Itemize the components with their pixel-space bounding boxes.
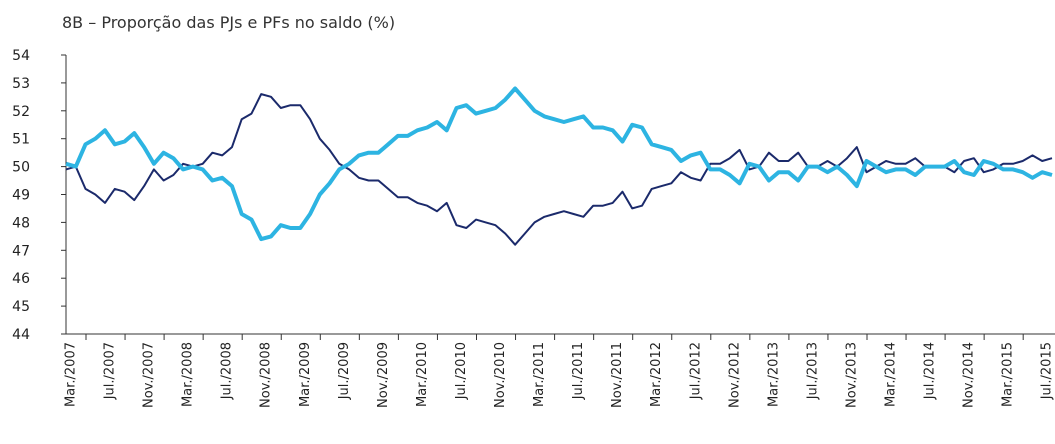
x-tick-label: Mar./2013 <box>766 342 781 407</box>
y-tick-label: 45 <box>12 299 30 315</box>
y-tick-label: 47 <box>12 243 30 259</box>
chart-title: 8B – Proporção das PJs e PFs no saldo (%… <box>62 13 395 32</box>
x-tick-label: Jul./2014 <box>923 342 938 400</box>
y-tick-label: 50 <box>12 160 30 176</box>
x-tick-label: Nov./2011 <box>610 342 625 408</box>
x-tick-label: Mar./2010 <box>415 342 430 407</box>
y-tick-label: 44 <box>12 327 30 343</box>
y-tick-label: 53 <box>12 76 30 92</box>
x-tick-label: Jul./2008 <box>220 342 235 400</box>
x-tick-label: Jul./2013 <box>805 342 820 400</box>
y-tick-label: 46 <box>12 271 30 287</box>
x-tick-label: Mar./2014 <box>884 342 899 407</box>
x-tick-label: Jul./2012 <box>688 342 703 400</box>
x-tick-label: Mar./2015 <box>1001 342 1016 407</box>
x-tick-label: Mar./2007 <box>64 342 79 407</box>
x-tick-label: Mar./2008 <box>181 342 196 407</box>
y-tick-label: 54 <box>12 48 30 64</box>
x-tick-label: Nov./2009 <box>376 342 391 408</box>
x-tick-label: Jul./2011 <box>571 342 586 400</box>
y-tick-label: 52 <box>12 104 30 120</box>
x-tick-label: Jul./2015 <box>1040 342 1055 400</box>
x-tick-label: Mar./2011 <box>532 342 547 407</box>
x-tick-label: Mar./2009 <box>298 342 313 407</box>
y-tick-label: 49 <box>12 188 30 204</box>
x-tick-label: Jul./2007 <box>103 342 118 400</box>
y-tick-label: 48 <box>12 215 30 231</box>
series-line <box>65 93 1053 246</box>
x-tick-label: Nov./2007 <box>142 342 157 408</box>
x-tick-label: Mar./2012 <box>649 342 664 407</box>
x-tick-label: Nov./2013 <box>844 342 859 408</box>
x-tick-label: Nov./2010 <box>493 342 508 408</box>
x-tick-label: Jul./2009 <box>337 342 352 400</box>
x-tick-label: Nov./2014 <box>962 342 977 408</box>
x-tick-label: Jul./2010 <box>454 342 469 400</box>
x-tick-label: Nov./2008 <box>259 342 274 408</box>
x-tick-label: Nov./2012 <box>727 342 742 408</box>
y-tick-label: 51 <box>12 132 30 148</box>
series-line <box>65 86 1053 242</box>
